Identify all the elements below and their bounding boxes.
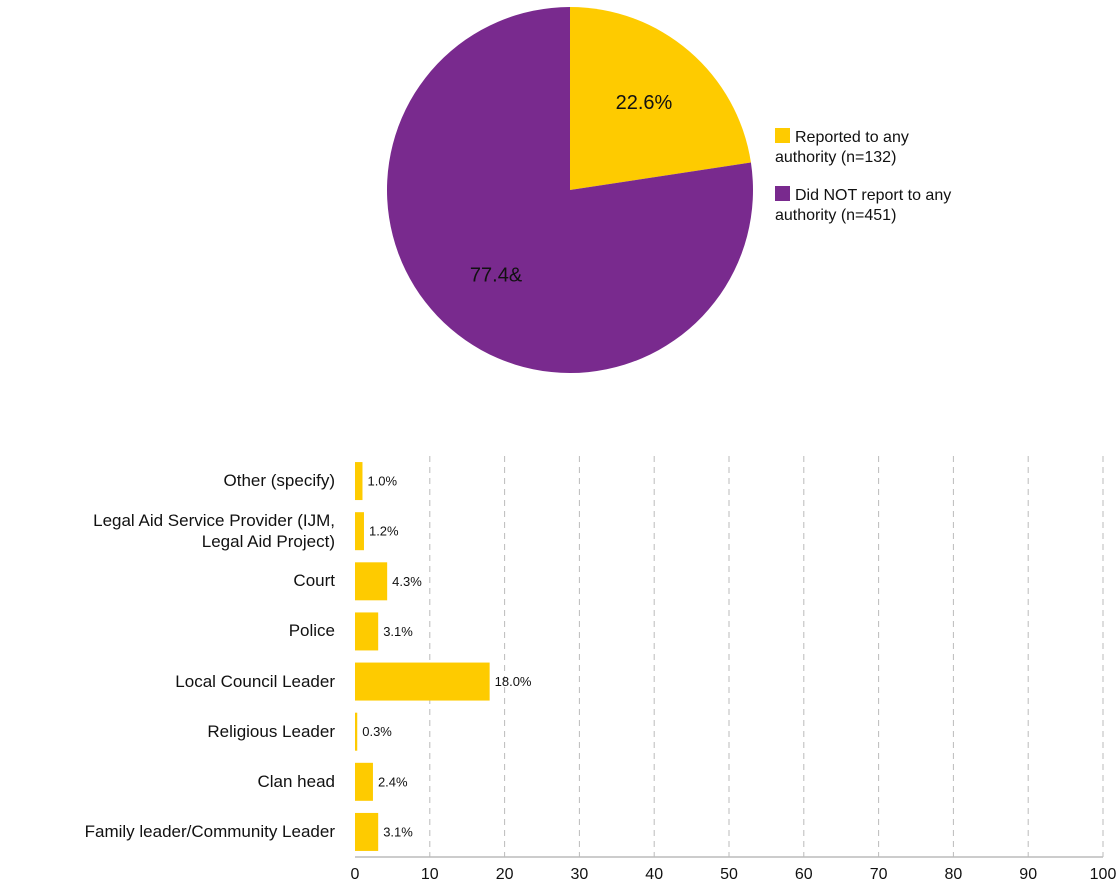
y-tick-label: Court bbox=[293, 570, 335, 591]
x-tick-label: 10 bbox=[421, 866, 439, 883]
y-tick-label: Other (specify) bbox=[224, 470, 335, 491]
y-tick-label: Legal Aid Service Provider (IJM, Legal A… bbox=[65, 510, 335, 552]
x-tick-label: 100 bbox=[1090, 866, 1117, 883]
bar-value-label: 2.4% bbox=[378, 774, 408, 789]
y-tick-label: Police bbox=[289, 620, 335, 641]
bar bbox=[355, 662, 490, 701]
category-text: Legal Aid Service Provider (IJM, Legal A… bbox=[93, 511, 335, 552]
bar bbox=[355, 812, 379, 851]
slice-label: 77.4& bbox=[470, 264, 523, 286]
bar-value-label: 1.2% bbox=[369, 524, 399, 539]
legend-item: Reported to any authority (n=132) bbox=[775, 128, 953, 168]
bar-value-label: 3.1% bbox=[383, 624, 413, 639]
legend-label: Reported to any authority (n=132) bbox=[775, 129, 909, 166]
category-text: Local Council Leader bbox=[175, 671, 335, 691]
bar bbox=[355, 512, 364, 551]
category-text: Court bbox=[293, 571, 335, 591]
x-tick-label: 20 bbox=[496, 866, 514, 883]
y-tick-label: Clan head bbox=[257, 771, 335, 792]
legend-label: Did NOT report to any authority (n=451) bbox=[775, 187, 952, 224]
category-text: Religious Leader bbox=[207, 721, 335, 741]
x-tick-label: 60 bbox=[795, 866, 813, 883]
x-tick-label: 40 bbox=[645, 866, 663, 883]
legend-swatch bbox=[775, 186, 790, 201]
y-tick-label: Family leader/Community Leader bbox=[85, 821, 335, 842]
x-tick-label: 0 bbox=[351, 866, 360, 883]
bar bbox=[355, 612, 379, 651]
slice-label: 22.6% bbox=[616, 92, 673, 114]
category-text: Clan head bbox=[257, 771, 335, 791]
x-tick-label: 90 bbox=[1019, 866, 1037, 883]
pie-slice bbox=[387, 7, 753, 373]
bar bbox=[355, 562, 388, 601]
bar bbox=[355, 712, 358, 751]
legend-item: Did NOT report to any authority (n=451) bbox=[775, 186, 953, 226]
x-tick-label: 30 bbox=[571, 866, 589, 883]
bar-value-label: 1.0% bbox=[367, 474, 397, 489]
category-text: Police bbox=[288, 621, 335, 641]
bar-value-label: 18.0% bbox=[495, 674, 532, 689]
legend-swatch bbox=[775, 128, 790, 143]
x-tick-label: 50 bbox=[720, 866, 738, 883]
x-tick-label: 70 bbox=[870, 866, 888, 883]
x-tick-label: 80 bbox=[945, 866, 963, 883]
category-text: Family leader/Community Leader bbox=[84, 821, 335, 841]
bar-value-label: 4.3% bbox=[392, 574, 422, 589]
pie-slice bbox=[570, 7, 751, 190]
bar bbox=[355, 762, 373, 801]
bar-value-label: 3.1% bbox=[383, 824, 413, 839]
bar bbox=[355, 462, 363, 501]
y-tick-label: Local Council Leader bbox=[175, 671, 335, 692]
category-text: Other (specify) bbox=[223, 471, 335, 491]
y-tick-label: Religious Leader bbox=[207, 721, 335, 742]
bar-value-label: 0.3% bbox=[362, 724, 392, 739]
